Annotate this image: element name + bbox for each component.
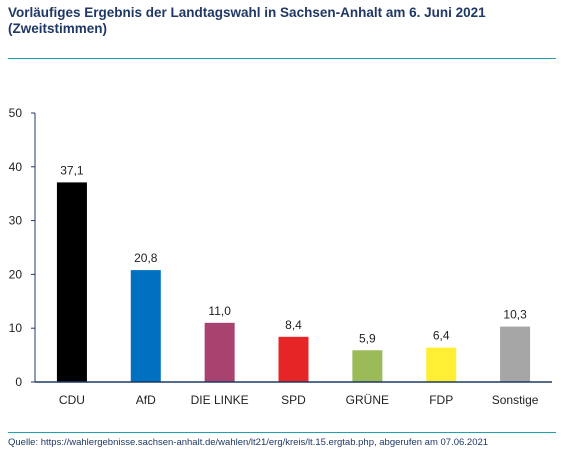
x-tick-label: Sonstige <box>492 393 539 407</box>
top-divider <box>8 58 556 59</box>
y-tick-label: 20 <box>9 267 23 281</box>
bar <box>130 270 161 382</box>
y-tick-label: 10 <box>9 321 23 335</box>
x-tick-label: GRÜNE <box>346 393 389 407</box>
y-tick-label: 30 <box>9 214 23 228</box>
bar <box>426 347 457 382</box>
data-label: 10,3 <box>503 308 527 322</box>
bar <box>352 350 383 382</box>
y-tick-label: 40 <box>9 160 23 174</box>
data-label: 5,9 <box>359 331 376 345</box>
data-label: 11,0 <box>208 304 231 318</box>
data-label: 6,4 <box>433 329 450 343</box>
x-tick-label: DIE LINKE <box>191 393 249 407</box>
source-note: Quelle: https://wahlergebnisse.sachsen-a… <box>8 437 489 448</box>
data-label: 37,1 <box>60 163 84 177</box>
chart-title-line-1: Vorläufiges Ergebnis der Landtagswahl in… <box>8 5 486 20</box>
x-tick-label: SPD <box>281 393 306 407</box>
bottom-divider <box>8 432 556 433</box>
x-tick-label: CDU <box>59 393 85 407</box>
chart-title: Vorläufiges Ergebnis der Landtagswahl in… <box>8 5 548 37</box>
chart-title-line-2: (Zweitstimmen) <box>8 21 108 36</box>
x-tick-label: FDP <box>429 393 453 407</box>
bar <box>278 336 309 382</box>
x-tick-label: AfD <box>136 393 156 407</box>
bar-chart: 0 10 20 30 40 50 37,1 CDU 20,8 AfD 11,0 DIE LINKE 8,… <box>9 106 552 407</box>
bar <box>204 322 235 382</box>
y-tick-label: 50 <box>9 106 23 120</box>
data-label: 20,8 <box>134 251 158 265</box>
y-tick-label: 0 <box>15 375 22 389</box>
bar <box>500 326 531 382</box>
bar <box>56 182 87 382</box>
data-label: 8,4 <box>285 318 302 332</box>
